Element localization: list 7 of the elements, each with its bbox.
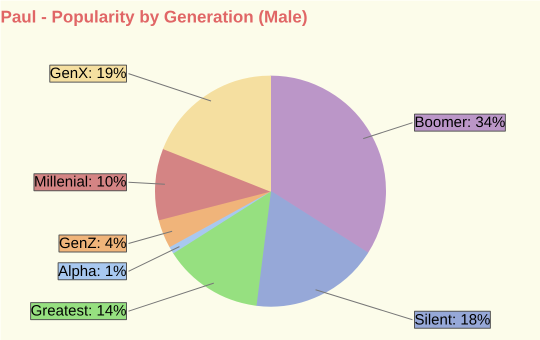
slice-label: Boomer: 34% [414,114,506,132]
slice-label: Millenial: 10% [34,174,127,191]
slice-label: GenX: 19% [50,65,127,82]
slice-label: Silent: 18% [414,311,490,328]
slice-label: Greatest: 14% [30,302,127,320]
chart-title: Paul - Popularity by Generation (Male) [0,8,308,26]
slice-label: GenZ: 4% [58,234,126,252]
